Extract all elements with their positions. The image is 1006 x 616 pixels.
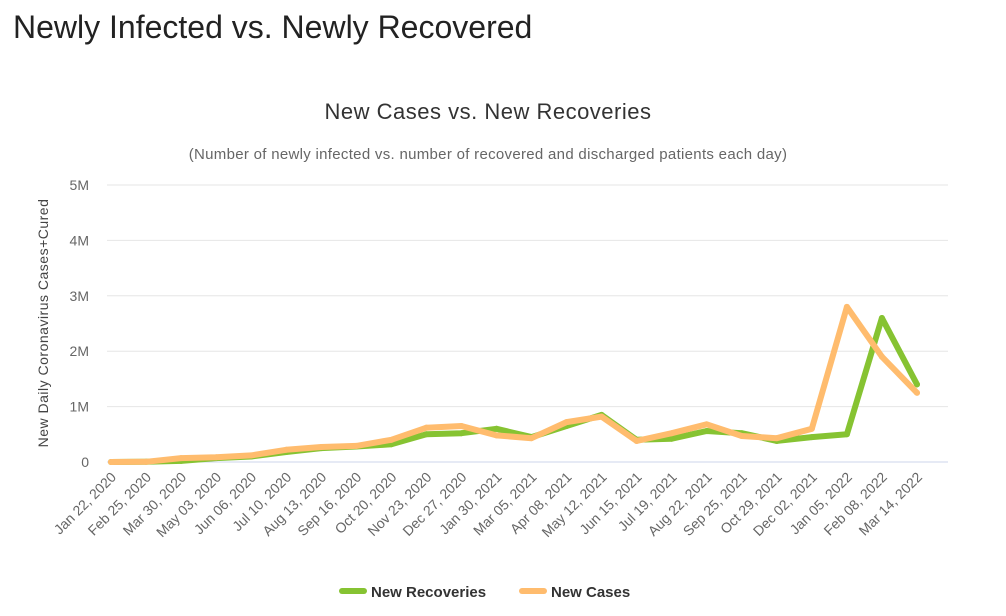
- data-point[interactable]: [318, 444, 325, 451]
- data-point[interactable]: [703, 421, 710, 428]
- data-point[interactable]: [808, 434, 815, 441]
- data-point[interactable]: [458, 430, 465, 437]
- data-point[interactable]: [143, 458, 150, 465]
- gridlines: [107, 184, 948, 463]
- data-point[interactable]: [283, 446, 290, 453]
- y-axis-title: New Daily Coronavirus Cases+Cured: [35, 199, 51, 448]
- data-point[interactable]: [878, 314, 885, 321]
- legend-label: New Cases: [551, 584, 630, 601]
- data-point[interactable]: [808, 425, 815, 432]
- data-point[interactable]: [458, 422, 465, 429]
- data-point[interactable]: [493, 425, 500, 432]
- y-tick-label: 3M: [70, 288, 89, 304]
- y-tick-label: 5M: [70, 177, 89, 193]
- data-point[interactable]: [913, 381, 920, 388]
- data-point[interactable]: [668, 430, 675, 437]
- data-point[interactable]: [423, 431, 430, 438]
- legend-item[interactable]: New Cases: [519, 584, 630, 601]
- y-tick-label: 2M: [70, 343, 89, 359]
- series-line[interactable]: [108, 315, 920, 465]
- y-tick-label: 0: [81, 454, 89, 470]
- page-title: Newly Infected vs. Newly Recovered: [13, 9, 533, 45]
- data-point[interactable]: [668, 435, 675, 442]
- data-point[interactable]: [598, 413, 605, 420]
- data-point[interactable]: [248, 452, 255, 459]
- legend-item[interactable]: New Recoveries: [339, 584, 486, 601]
- data-point[interactable]: [843, 431, 850, 438]
- legend[interactable]: New Recoveries New Cases: [339, 584, 630, 601]
- data-point[interactable]: [423, 424, 430, 431]
- data-point[interactable]: [738, 432, 745, 439]
- data-point[interactable]: [108, 459, 114, 465]
- data-point[interactable]: [773, 435, 780, 442]
- series-line[interactable]: [108, 303, 920, 465]
- data-point[interactable]: [703, 427, 710, 434]
- data-point[interactable]: [353, 442, 360, 449]
- data-point[interactable]: [878, 353, 885, 360]
- y-axis: 0 1M 2M 3M 4M 5M: [70, 177, 90, 470]
- data-point[interactable]: [528, 435, 535, 442]
- legend-label: New Recoveries: [371, 584, 486, 601]
- chart-subtitle: (Number of newly infected vs. number of …: [189, 146, 788, 163]
- chart-title: New Cases vs. New Recoveries: [325, 99, 652, 124]
- data-point[interactable]: [493, 432, 500, 439]
- data-point[interactable]: [563, 419, 570, 426]
- data-point[interactable]: [178, 455, 185, 462]
- data-point[interactable]: [213, 454, 220, 461]
- data-point[interactable]: [388, 436, 395, 443]
- y-tick-label: 1M: [70, 399, 89, 415]
- data-point[interactable]: [913, 389, 920, 396]
- y-tick-label: 4M: [70, 232, 89, 248]
- data-point[interactable]: [843, 303, 850, 310]
- data-point[interactable]: [633, 437, 640, 444]
- plot-area: [108, 303, 920, 465]
